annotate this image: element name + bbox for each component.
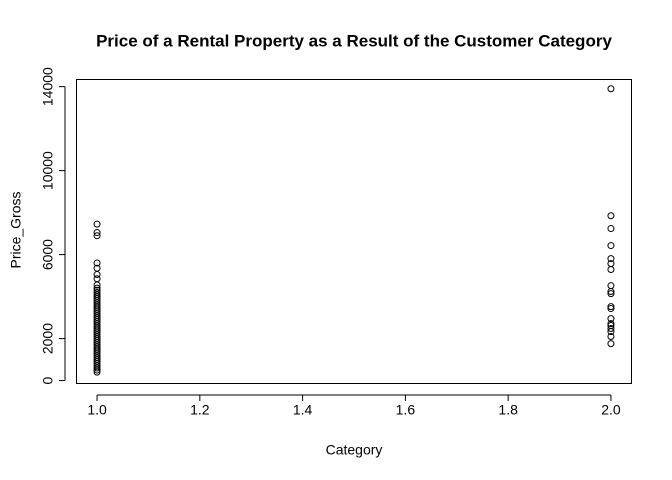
point: [93, 366, 101, 374]
y-tick-label: 0: [40, 376, 56, 384]
point: [607, 242, 615, 250]
point: [607, 266, 615, 273]
x-tick-label: 1.8: [498, 402, 518, 418]
y-tick-label: 14000: [40, 67, 56, 106]
point: [607, 85, 615, 93]
point: [607, 303, 615, 311]
y-tick-label: 6000: [40, 239, 56, 270]
x-tick-label: 1.6: [396, 402, 416, 418]
x-tick-label: 1.2: [190, 402, 210, 418]
point: [607, 282, 615, 290]
point: [93, 232, 101, 240]
point: [93, 229, 101, 237]
point: [607, 212, 615, 220]
chart-title: Price of a Rental Property as a Result o…: [96, 31, 612, 50]
point: [607, 290, 615, 298]
point: [607, 225, 615, 233]
x-tick-label: 2.0: [601, 402, 621, 418]
y-tick-label: 2000: [40, 323, 56, 354]
x-tick-label: 1.0: [87, 402, 107, 418]
x-axis-label: Category: [326, 442, 383, 458]
point: [607, 320, 615, 328]
point: [607, 332, 615, 340]
y-tick-label: 10000: [40, 151, 56, 190]
x-tick-label: 1.4: [293, 402, 313, 418]
point: [93, 281, 101, 289]
point: [93, 271, 101, 279]
point: [607, 340, 615, 348]
point: [93, 220, 101, 228]
point: [607, 328, 615, 336]
point: [607, 255, 615, 263]
point: [607, 324, 615, 332]
point: [607, 288, 615, 296]
point: [607, 315, 615, 323]
point: [93, 364, 101, 372]
point: [607, 305, 615, 313]
point: [93, 259, 101, 267]
point: [93, 368, 101, 376]
plot-box: [76, 79, 632, 384]
point: [93, 275, 101, 283]
y-axis-label: Price_Gross: [8, 191, 24, 268]
